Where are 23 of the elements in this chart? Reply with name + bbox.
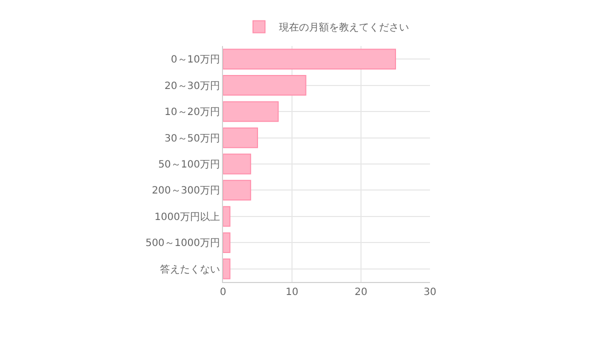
bar: [223, 206, 230, 227]
bar: [223, 180, 252, 201]
bar: [223, 48, 396, 70]
bar: [223, 101, 279, 122]
bar: [223, 127, 258, 148]
bar: [223, 258, 230, 280]
bar: [223, 75, 306, 96]
y-tick-label: 500～1000万円: [145, 238, 220, 250]
y-tick-label: 0～10万円: [170, 54, 220, 66]
y-tick-label: 50～100万円: [158, 160, 220, 170]
y-tick-label: 10～20万円: [164, 107, 220, 118]
y-tick-label: 答えたくない: [160, 263, 220, 276]
legend-label: 現在の月額を教えてください: [279, 22, 409, 34]
y-tick-label: 20～30万円: [164, 80, 220, 92]
y-tick-label: 200～300万円: [152, 186, 220, 197]
x-tick-label: 10: [286, 287, 298, 298]
y-tick-label: 30～50万円: [164, 133, 220, 144]
x-tick-label: 30: [424, 287, 436, 298]
x-tick-label: 0: [220, 287, 226, 298]
bar: [223, 232, 230, 253]
y-tick-label: 1000万円以上: [154, 210, 220, 223]
bar: [223, 154, 252, 174]
x-tick-label: 20: [354, 287, 368, 298]
